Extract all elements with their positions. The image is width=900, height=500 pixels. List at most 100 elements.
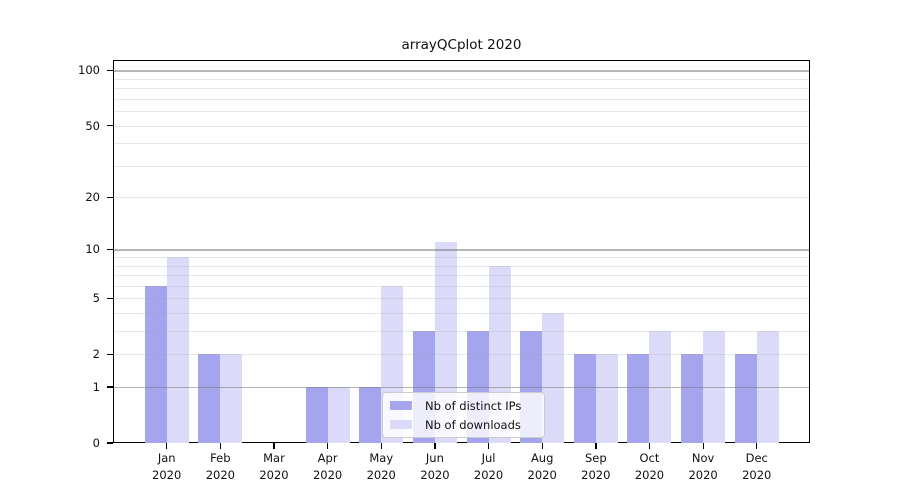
x-tick-month: Jul	[481, 451, 496, 465]
x-tick-label: May 2020	[351, 450, 411, 483]
y-tick-label: 1	[92, 380, 100, 395]
gridline-minor	[114, 125, 809, 127]
bar-distinct-ips	[681, 354, 704, 443]
x-tick-month: Jun	[425, 451, 444, 465]
x-tick-month: May	[369, 451, 394, 465]
bar-distinct-ips	[734, 354, 757, 443]
bar-downloads	[595, 354, 618, 443]
legend-item-distinct-ips: Nb of distinct IPs	[390, 399, 537, 413]
gridline-minor	[114, 165, 809, 167]
x-tick-label: Jun 2020	[405, 450, 465, 483]
bar-downloads	[220, 354, 243, 443]
gridline-minor	[114, 275, 809, 277]
x-tick-mark	[487, 443, 490, 449]
legend: Nb of distinct IPs Nb of downloads	[382, 392, 545, 438]
gridline-minor	[114, 331, 809, 333]
bar-distinct-ips	[359, 387, 382, 443]
y-tick-mark	[107, 248, 113, 251]
gridline-major	[114, 387, 809, 389]
x-tick-year: 2020	[312, 467, 343, 482]
bar-distinct-ips	[627, 354, 650, 443]
x-tick-year: 2020	[527, 467, 557, 482]
x-tick-label: Sep 2020	[566, 450, 626, 483]
legend-swatch-distinct-ips	[390, 400, 412, 411]
legend-swatch-downloads	[390, 419, 412, 430]
y-tick-mark	[107, 386, 113, 388]
x-tick-year: 2020	[259, 467, 289, 482]
gridline-major	[114, 70, 809, 72]
x-tick-year: 2020	[634, 467, 665, 482]
bar-downloads	[756, 331, 779, 443]
x-tick-month: Mar	[263, 451, 285, 465]
x-tick-mark	[648, 443, 651, 449]
gridline-minor	[114, 197, 809, 199]
x-tick-mark	[541, 443, 543, 449]
gridline-minor	[114, 285, 809, 287]
x-tick-mark	[595, 443, 597, 449]
bar-distinct-ips	[305, 387, 328, 443]
chart-title: arrayQCplot 2020	[401, 37, 522, 53]
gridline-minor	[114, 265, 809, 267]
gridline-minor	[114, 257, 809, 259]
x-tick-label: Feb 2020	[190, 450, 250, 483]
x-tick-month: Sep	[584, 451, 607, 465]
y-tick-label: 0	[92, 436, 100, 450]
bar-downloads	[166, 257, 189, 443]
y-tick-label: 20	[85, 190, 100, 205]
x-tick-mark	[273, 443, 275, 449]
x-tick-month: Jan	[157, 451, 176, 465]
gridline-minor	[114, 111, 809, 113]
x-tick-label: Mar 2020	[244, 450, 304, 483]
x-tick-mark	[219, 443, 222, 449]
y-tick-label: 50	[85, 118, 100, 133]
gridline-minor	[114, 298, 809, 300]
gridline-minor	[114, 98, 809, 100]
x-tick-label: Jan 2020	[137, 450, 197, 483]
x-tick-year: 2020	[581, 467, 611, 482]
gridline-minor	[114, 354, 809, 356]
x-tick-mark	[327, 443, 329, 449]
y-tick-mark	[107, 353, 113, 356]
gridline-minor	[114, 88, 809, 90]
bar-distinct-ips	[573, 354, 596, 443]
legend-label: Nb of downloads	[425, 417, 521, 432]
legend-label: Nb of distinct IPs	[425, 398, 522, 413]
y-tick-mark	[107, 196, 113, 198]
x-tick-mark	[166, 443, 168, 449]
x-tick-label: Aug 2020	[512, 450, 572, 483]
x-tick-mark	[702, 443, 704, 449]
y-tick-mark	[107, 442, 113, 444]
legend-item-downloads: Nb of downloads	[390, 418, 537, 432]
bar-distinct-ips	[198, 354, 221, 443]
x-tick-year: 2020	[742, 467, 772, 482]
y-tick-label: 2	[92, 347, 100, 362]
bar-downloads	[649, 331, 672, 443]
x-tick-label: Nov 2020	[673, 450, 733, 483]
gridline-minor	[114, 143, 809, 145]
x-tick-month: Apr	[317, 451, 338, 465]
x-tick-label: Jul 2020	[459, 450, 519, 483]
x-tick-label: Dec 2020	[727, 450, 787, 483]
x-tick-year: 2020	[420, 467, 450, 482]
x-tick-month: Aug	[530, 451, 554, 465]
y-tick-label: 100	[78, 63, 100, 78]
x-tick-month: Oct	[639, 451, 660, 465]
x-tick-month: Feb	[210, 451, 231, 465]
x-tick-year: 2020	[366, 467, 396, 482]
x-tick-year: 2020	[688, 467, 718, 482]
y-tick-label: 5	[92, 291, 100, 306]
x-tick-mark	[434, 443, 436, 449]
x-tick-year: 2020	[152, 467, 182, 482]
gridline-major	[114, 249, 809, 251]
gridline-minor	[114, 313, 809, 315]
x-tick-year: 2020	[473, 467, 504, 482]
bar-downloads	[542, 313, 565, 443]
x-tick-mark	[380, 443, 382, 449]
y-tick-mark	[107, 297, 113, 300]
x-tick-year: 2020	[205, 467, 235, 482]
bar-downloads	[327, 387, 350, 443]
y-tick-mark	[107, 69, 113, 72]
x-tick-month: Nov	[691, 451, 715, 465]
x-tick-mark	[756, 443, 758, 449]
